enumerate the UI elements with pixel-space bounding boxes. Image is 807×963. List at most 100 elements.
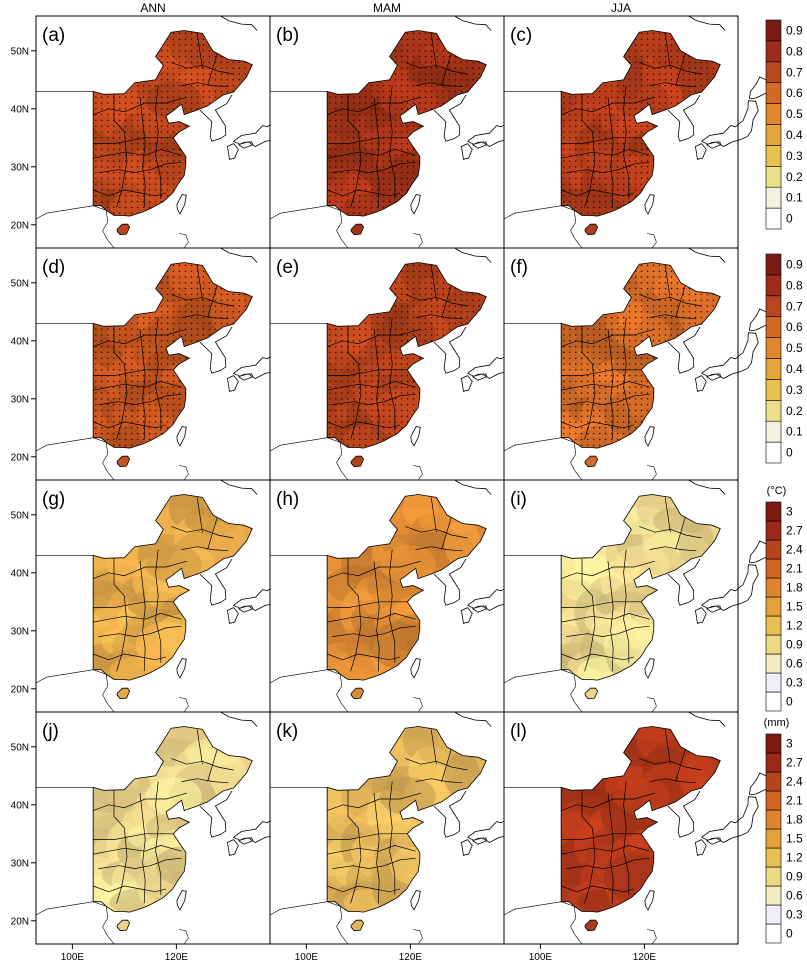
province-boundary xyxy=(327,189,401,197)
panel-label: (h) xyxy=(276,489,299,510)
significance-dot xyxy=(640,73,643,75)
significance-dot xyxy=(430,61,433,64)
significance-dot xyxy=(682,79,685,81)
significance-dot xyxy=(364,119,367,122)
significance-dot xyxy=(226,311,229,313)
significance-dot xyxy=(418,287,421,290)
significance-dot xyxy=(400,44,403,46)
significance-dot xyxy=(448,79,451,81)
significance-dot xyxy=(394,90,397,93)
significance-dot xyxy=(341,102,343,104)
significance-dot xyxy=(406,316,409,319)
colorbar-swatch xyxy=(765,904,782,925)
significance-dot xyxy=(95,427,97,429)
significance-dot xyxy=(352,374,355,377)
significance-dot xyxy=(394,392,397,394)
significance-dot xyxy=(178,102,181,104)
significance-dot xyxy=(202,316,205,319)
significance-dot xyxy=(436,282,439,284)
significance-dot xyxy=(232,299,235,301)
indochina-coast xyxy=(327,901,349,945)
significance-dot xyxy=(472,73,475,75)
japan-coast xyxy=(460,143,473,160)
province-boundary xyxy=(327,381,416,391)
significance-dot xyxy=(329,380,331,383)
significance-dot xyxy=(382,409,385,412)
significance-dot xyxy=(394,282,397,284)
significance-dot xyxy=(136,357,139,359)
significance-dot xyxy=(358,409,361,412)
significance-dot xyxy=(130,119,133,122)
significance-dot xyxy=(418,270,421,272)
province-boundary xyxy=(327,845,416,855)
significance-dot xyxy=(460,299,463,301)
significance-dot xyxy=(112,171,115,174)
significance-dot xyxy=(112,183,115,185)
significance-dot xyxy=(628,125,631,127)
significance-dot xyxy=(226,305,229,307)
significance-dot xyxy=(329,108,331,110)
significance-dot xyxy=(166,183,169,185)
significance-dot xyxy=(154,90,157,93)
taiwan-island xyxy=(176,194,187,215)
significance-dot xyxy=(418,340,421,342)
significance-dot xyxy=(424,67,427,69)
significance-dot xyxy=(341,119,343,122)
significance-dot xyxy=(154,322,157,325)
significance-dot xyxy=(358,392,361,394)
significance-dot xyxy=(610,322,613,325)
significance-dot xyxy=(107,160,109,162)
significance-dot xyxy=(341,380,343,383)
significance-dot xyxy=(184,55,187,58)
significance-dot xyxy=(238,67,241,69)
province-boundary xyxy=(93,653,167,661)
colorbar-swatch xyxy=(765,828,782,849)
province-boundary xyxy=(430,497,437,533)
japan-coast xyxy=(471,141,488,149)
field-blotch xyxy=(379,81,436,120)
significance-dot xyxy=(575,102,577,104)
significance-dot xyxy=(160,195,163,197)
significance-dot xyxy=(430,287,433,290)
significance-dot xyxy=(575,148,577,151)
significance-dot xyxy=(178,171,181,174)
significance-dot xyxy=(184,90,187,93)
significance-dot xyxy=(358,137,361,139)
significance-dot xyxy=(101,351,103,354)
significance-dot xyxy=(658,322,661,325)
significance-dot xyxy=(658,90,661,93)
significance-dot xyxy=(406,403,409,406)
significance-dot xyxy=(646,328,649,330)
significance-dot xyxy=(352,212,355,214)
significance-dot xyxy=(142,119,145,122)
significance-dot xyxy=(376,113,379,116)
significance-dot xyxy=(160,357,163,359)
significance-dot xyxy=(124,369,127,371)
significance-dot xyxy=(358,183,361,185)
significance-dot xyxy=(430,44,433,46)
significance-dot xyxy=(124,212,127,214)
significance-dot xyxy=(202,282,205,284)
lat-tick-label: 50N xyxy=(11,278,29,289)
significance-dot xyxy=(646,299,649,301)
significance-dot xyxy=(142,427,145,429)
significance-dot xyxy=(95,415,97,417)
significance-dot xyxy=(376,316,379,319)
significance-dot xyxy=(112,438,115,441)
significance-dot xyxy=(376,142,379,145)
significance-dot xyxy=(364,142,367,145)
significance-dot xyxy=(563,137,565,139)
significance-dot xyxy=(569,421,571,423)
significance-dot xyxy=(634,96,637,98)
northern-coast xyxy=(688,15,726,31)
province-boundary xyxy=(561,189,635,197)
significance-dot xyxy=(172,55,175,58)
significance-dot xyxy=(160,392,163,394)
significance-dot xyxy=(646,334,649,336)
significance-dot xyxy=(148,96,151,98)
significance-dot xyxy=(220,311,223,313)
significance-dot xyxy=(329,357,331,359)
colorbar-tick-label: 1.5 xyxy=(786,600,803,614)
significance-dot xyxy=(424,96,427,98)
significance-dot xyxy=(604,84,607,87)
